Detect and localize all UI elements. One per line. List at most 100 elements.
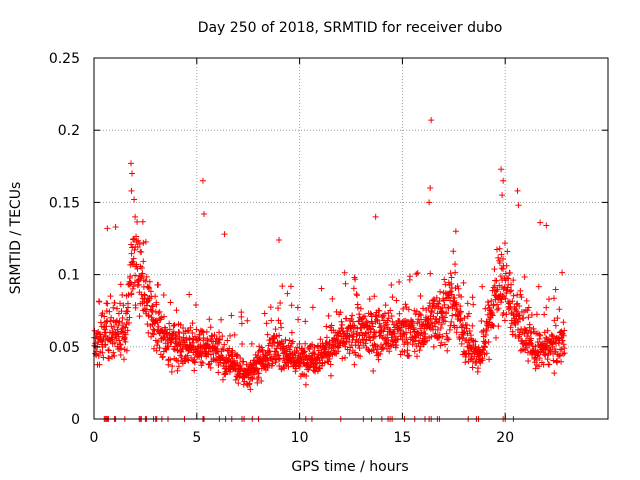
data-point [558,358,565,365]
data-point [559,337,566,344]
data-point [373,316,380,323]
data-point [350,318,357,325]
data-point [509,298,516,305]
data-point [548,331,555,338]
data-point [495,305,502,312]
data-point [375,311,382,318]
data-point [389,294,396,301]
data-point [155,310,162,317]
data-point [418,312,425,319]
data-point [432,323,439,330]
data-point [366,295,373,302]
data-point [189,339,196,346]
data-point [455,285,462,292]
data-point [552,322,559,329]
data-point [110,304,117,311]
data-point [325,358,332,365]
data-point [239,340,246,347]
data-point [560,332,567,339]
data-point [189,320,196,327]
x-tick-label: 0 [90,430,99,446]
data-point [367,326,374,333]
data-point [269,342,276,349]
data-point [186,335,193,342]
data-point [414,270,421,277]
data-point [525,357,532,364]
data-point [561,350,568,357]
data-point [153,301,160,308]
data-point [405,306,412,313]
data-point [207,351,214,358]
data-point [168,368,175,375]
data-point [554,357,561,364]
data-point [200,210,207,217]
data-point [328,322,335,329]
data-point [446,326,453,333]
data-point [302,381,309,388]
data-point [303,353,310,360]
data-point [246,380,253,387]
data-point [429,297,436,304]
data-point [276,236,283,243]
data-point [364,319,371,326]
data-point [532,365,539,372]
data-point [142,238,149,245]
data-point [377,350,384,357]
data-point [444,347,451,354]
data-point [408,319,415,326]
data-point [451,295,458,302]
data-point [177,321,184,328]
data-point [543,304,550,311]
data-point [396,310,403,317]
data-point [370,346,377,353]
data-point [485,338,492,345]
data-point [536,335,543,342]
data-point [104,317,111,324]
data-point [516,302,523,309]
data-point [296,363,303,370]
data-point [311,344,318,351]
data-point [524,307,531,314]
data-point [551,317,558,324]
data-point [482,331,489,338]
data-point [398,326,405,333]
data-point [104,225,111,232]
data-point [527,329,534,336]
data-point [536,355,543,362]
data-point [259,346,266,353]
data-point [248,340,255,347]
data-point [381,325,388,332]
data-point [443,310,450,317]
data-point [524,349,531,356]
data-point [156,308,163,315]
data-point [328,372,335,379]
data-point [145,284,152,291]
data-point [528,335,535,342]
data-point [413,270,420,277]
data-point [289,338,296,345]
data-point [143,302,150,309]
data-point [216,336,223,343]
data-point [372,313,379,320]
data-point [412,334,419,341]
data-point [106,308,113,315]
data-point [441,276,448,283]
data-point [279,340,286,347]
data-point [117,281,124,288]
data-point [294,344,301,351]
data-point [406,352,413,359]
data-point [382,302,389,309]
data-point [284,290,291,297]
data-point [218,316,225,323]
data-point [441,341,448,348]
data-point [100,336,107,343]
data-point [115,322,122,329]
data-point [352,276,359,283]
data-point [111,324,118,331]
data-point [346,350,353,357]
data-point [112,223,119,230]
data-point [221,341,228,348]
data-point [135,281,142,288]
data-point [544,327,551,334]
data-point [99,349,106,356]
